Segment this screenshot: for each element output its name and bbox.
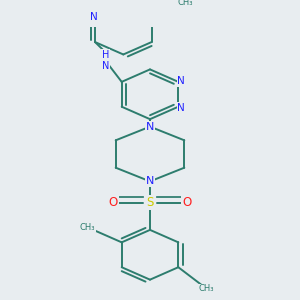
Text: CH₃: CH₃ (80, 223, 95, 232)
Text: N: N (177, 76, 185, 86)
Text: N: N (146, 176, 154, 186)
Text: S: S (146, 196, 154, 209)
Text: CH₃: CH₃ (178, 0, 194, 7)
Text: N: N (146, 122, 154, 132)
Text: O: O (109, 196, 118, 209)
Text: O: O (182, 196, 191, 209)
Text: N: N (177, 103, 185, 112)
Text: H
N: H N (102, 50, 109, 71)
Text: N: N (90, 12, 98, 22)
Text: CH₃: CH₃ (198, 284, 214, 293)
